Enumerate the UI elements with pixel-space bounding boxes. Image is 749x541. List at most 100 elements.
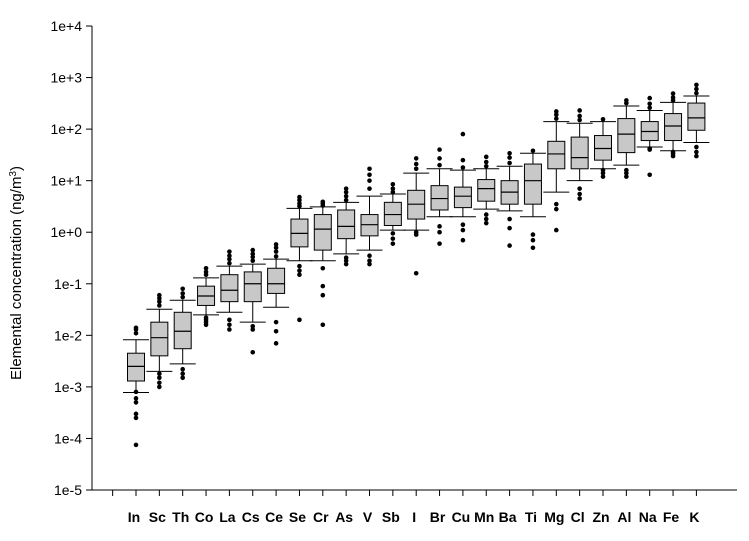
outlier-point [437, 241, 442, 246]
outlier-point [437, 229, 442, 235]
outlier-point [203, 265, 209, 271]
outlier-point [437, 147, 442, 152]
outlier-point [460, 222, 466, 227]
box-Mg [543, 109, 570, 233]
outlier-point [437, 162, 442, 168]
interquartile-box [267, 267, 286, 294]
y-axis-label: Elemental concentration (ng/m3) [8, 166, 26, 380]
box-As [333, 186, 360, 267]
plot-frame [91, 26, 737, 491]
x-tick-label: La [219, 509, 236, 525]
outlier-point [460, 237, 466, 243]
outlier-point [157, 299, 162, 304]
outlier-point [157, 380, 162, 386]
interquartile-box [173, 311, 192, 350]
outlier-point [483, 163, 489, 169]
outlier-point [343, 197, 349, 203]
outlier-point [157, 371, 162, 377]
outlier-point [227, 260, 232, 266]
x-tick-label: K [689, 509, 699, 525]
outlier-point [227, 249, 232, 254]
box-Ce [263, 242, 290, 346]
outlier-point [273, 319, 279, 325]
y-tick-label: 1e-5 [54, 482, 82, 498]
y-tick-label: 1e-3 [54, 379, 82, 395]
outlier-point [297, 201, 302, 206]
outlier-point [227, 327, 232, 332]
box-Zn [590, 116, 616, 179]
outlier-point [577, 108, 582, 113]
interquartile-box [477, 179, 496, 202]
outlier-point [390, 236, 396, 241]
outlier-point [554, 227, 559, 233]
outlier-point [133, 411, 139, 417]
interquartile-box [430, 185, 449, 211]
x-tick-label: Al [617, 509, 631, 525]
outlier-point [554, 116, 559, 121]
outlier-point [203, 269, 209, 275]
outlier-point [530, 237, 536, 243]
x-tick-label: Cu [452, 509, 471, 525]
outlier-point [460, 165, 466, 170]
outlier-point [390, 182, 396, 187]
outlier-point [507, 225, 512, 231]
outlier-point [647, 146, 652, 151]
outlier-point [273, 245, 279, 251]
outlier-point [413, 166, 419, 172]
box-Na [636, 95, 663, 178]
outlier-point [647, 172, 652, 178]
outlier-point [157, 384, 162, 390]
x-tick-label: As [335, 509, 353, 525]
outlier-point [250, 247, 256, 253]
outlier-point [367, 172, 372, 178]
outlier-point [133, 330, 139, 336]
outlier-point [320, 322, 326, 328]
box-Th [169, 286, 196, 381]
box-series [123, 82, 710, 448]
interquartile-box [243, 271, 262, 303]
interquartile-box [337, 209, 356, 240]
outlier-point [530, 245, 536, 251]
box-Br [426, 147, 453, 246]
outlier-point [367, 253, 372, 259]
outlier-point [554, 206, 559, 212]
outlier-point [600, 116, 606, 122]
outlier-point [624, 167, 629, 173]
x-tick-label: Mn [474, 509, 494, 525]
x-tick-label: In [128, 509, 140, 525]
outlier-point [694, 153, 699, 159]
x-tick-label: Se [289, 509, 306, 525]
box-Mn [473, 154, 500, 226]
outlier-point [647, 105, 652, 111]
outlier-point [180, 375, 185, 381]
outlier-point [133, 396, 139, 401]
outlier-point [227, 256, 232, 262]
interquartile-box [313, 214, 332, 251]
interquartile-box [523, 163, 542, 205]
outlier-point [343, 261, 349, 267]
outlier-point [390, 241, 396, 246]
outlier-point [460, 157, 466, 163]
outlier-point [577, 113, 582, 119]
interquartile-box [220, 274, 239, 303]
outlier-point [297, 263, 302, 269]
y-axis: 1e-5 1e-4 1e-3 1e-2 1e-1 1e+0 1e+1 1e+2 1e+3 1e+4 [50, 18, 92, 498]
outlier-point [413, 229, 419, 235]
outlier-point [250, 258, 256, 264]
outlier-point [180, 366, 185, 372]
x-tick-label: Fe [663, 509, 680, 525]
box-Sc [146, 292, 173, 390]
box-Cs [239, 247, 266, 355]
outlier-point [180, 371, 185, 377]
x-tick-label: Na [639, 509, 657, 525]
outlier-point [227, 322, 232, 328]
outlier-point [297, 194, 302, 200]
box-Fe [660, 91, 687, 159]
outlier-point [577, 196, 582, 201]
x-tick-label: Sc [149, 509, 166, 525]
x-tick-label: Br [430, 509, 446, 525]
outlier-point [530, 232, 536, 237]
outlier-point [343, 255, 349, 261]
outlier-point [297, 317, 302, 323]
